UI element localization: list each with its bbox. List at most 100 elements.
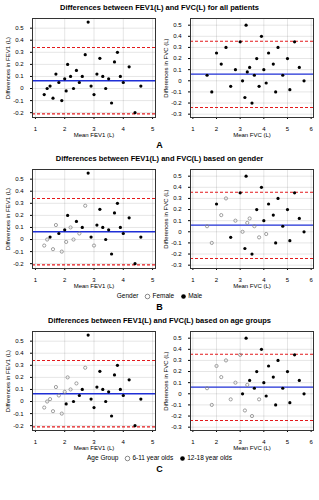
svg-text:-0.2: -0.2 [171,100,182,106]
svg-text:5: 5 [285,126,289,132]
html-text:12-18 year olds: 12-18 year olds [187,454,232,461]
svg-text:2: 2 [63,126,67,132]
svg-text:6: 6 [309,277,313,283]
svg-text:0.1: 0.1 [173,218,182,224]
svg-text:-0.3: -0.3 [171,111,182,117]
svg-text:4: 4 [121,277,125,283]
html-text:Differences between FEV1(L) an: Differences between FEV1(L) and FVC(L) b… [48,316,271,325]
svg-text:0.2: 0.2 [173,368,182,374]
svg-text:0.2: 0.2 [15,212,24,218]
svg-text:-0.2: -0.2 [13,261,24,267]
svg-text:0.4: 0.4 [173,33,182,39]
svg-text:1: 1 [33,126,37,132]
svg-text:Differences in FEV1 (L): Differences in FEV1 (L) [4,37,10,99]
svg-text:-0.1: -0.1 [13,98,24,104]
svg-text:0: 0 [20,85,24,91]
svg-text:6: 6 [309,126,313,132]
svg-text:Differences in FVC (L): Differences in FVC (L) [162,351,168,410]
svg-text:-0.3: -0.3 [171,262,182,268]
svg-text:Differences in FEV1 (L): Differences in FEV1 (L) [4,188,10,250]
svg-text:0.4: 0.4 [15,37,24,43]
svg-text:0.2: 0.2 [173,55,182,61]
svg-text:0: 0 [178,78,182,84]
html-text:Male: Male [188,292,203,299]
svg-text:Mean FEV1 (L): Mean FEV1 (L) [73,132,114,138]
svg-text:3: 3 [91,125,96,132]
svg-text:1: 1 [33,277,37,283]
svg-text:-0.1: -0.1 [13,249,24,255]
svg-text:1: 1 [191,439,195,445]
svg-text:0.5: 0.5 [15,176,24,182]
svg-text:0.1: 0.1 [15,73,24,79]
svg-text:0.4: 0.4 [173,184,182,190]
svg-text:2: 2 [63,277,67,283]
html-text:A: A [156,140,163,150]
svg-text:5: 5 [150,277,154,283]
svg-text:0.3: 0.3 [15,200,24,206]
svg-text:6: 6 [309,439,313,445]
svg-text:2: 2 [214,439,218,445]
svg-text:5: 5 [285,439,289,445]
svg-text:0.5: 0.5 [15,25,24,31]
svg-text:Differences in FVC (L): Differences in FVC (L) [162,38,168,97]
svg-text:Differences in FEV1 (L): Differences in FEV1 (L) [4,350,10,412]
svg-text:0.1: 0.1 [173,67,182,73]
svg-text:-0.1: -0.1 [171,402,182,408]
svg-text:Mean FVC (L): Mean FVC (L) [233,283,271,289]
svg-text:1: 1 [33,439,37,445]
svg-text:-0.2: -0.2 [13,423,24,429]
html-text:6-11 year olds: 6-11 year olds [132,454,174,461]
svg-text:0.4: 0.4 [173,346,182,352]
svg-text:0: 0 [178,391,182,397]
svg-text:0.2: 0.2 [173,206,182,212]
svg-text:-0.1: -0.1 [171,89,182,95]
svg-text:-0.2: -0.2 [171,413,182,419]
svg-text:5: 5 [150,439,154,445]
svg-text:0.2: 0.2 [15,61,24,67]
svg-text:1: 1 [191,126,195,132]
svg-text:2: 2 [214,277,218,283]
html-text:Differences between FEV1(L) an: Differences between FEV1(L) and FVC(L) b… [55,154,264,163]
svg-text:0.5: 0.5 [173,173,182,179]
svg-text:0.1: 0.1 [15,386,24,392]
svg-text:Mean FEV1 (L): Mean FEV1 (L) [73,283,114,289]
svg-text:0.5: 0.5 [173,22,182,28]
svg-text:0.5: 0.5 [173,335,182,341]
svg-text:1: 1 [191,277,195,283]
html-text:Gender: Gender [116,292,139,299]
svg-text:0.3: 0.3 [15,362,24,368]
svg-text:0.1: 0.1 [15,224,24,230]
html-text:Female: Female [152,292,175,299]
svg-text:-0.3: -0.3 [171,424,182,430]
html-text:C: C [156,464,163,474]
html-text:Age Group: Age Group [87,454,119,461]
svg-text:0.3: 0.3 [173,357,182,363]
svg-text:Differences in FVC (L): Differences in FVC (L) [162,189,168,248]
svg-text:-0.2: -0.2 [13,110,24,116]
svg-text:2: 2 [214,126,218,132]
svg-text:-0.1: -0.1 [171,240,182,246]
svg-text:0.4: 0.4 [15,350,24,356]
svg-text:0.1: 0.1 [173,380,182,386]
svg-text:-0.1: -0.1 [13,411,24,417]
svg-text:0: 0 [178,229,182,235]
svg-text:Mean FEV1 (L): Mean FEV1 (L) [73,445,114,451]
html-text:B: B [156,302,163,312]
svg-text:0: 0 [20,236,24,242]
svg-text:Mean FVC (L): Mean FVC (L) [233,132,271,138]
svg-text:5: 5 [285,277,289,283]
svg-text:Mean FVC (L): Mean FVC (L) [233,445,271,451]
svg-text:0.2: 0.2 [15,374,24,380]
svg-text:0.3: 0.3 [173,44,182,50]
svg-text:4: 4 [121,126,125,132]
svg-text:0.3: 0.3 [15,49,24,55]
html-text:Differences between FEV1(L) an: Differences between FEV1(L) and FVC(L) f… [60,3,259,12]
svg-text:-0.2: -0.2 [171,251,182,257]
svg-text:4: 4 [121,439,125,445]
svg-text:5: 5 [150,126,154,132]
svg-text:0: 0 [20,398,24,404]
svg-text:2: 2 [63,439,67,445]
svg-text:0.3: 0.3 [173,195,182,201]
svg-text:0.4: 0.4 [15,188,24,194]
svg-text:0.5: 0.5 [15,338,24,344]
